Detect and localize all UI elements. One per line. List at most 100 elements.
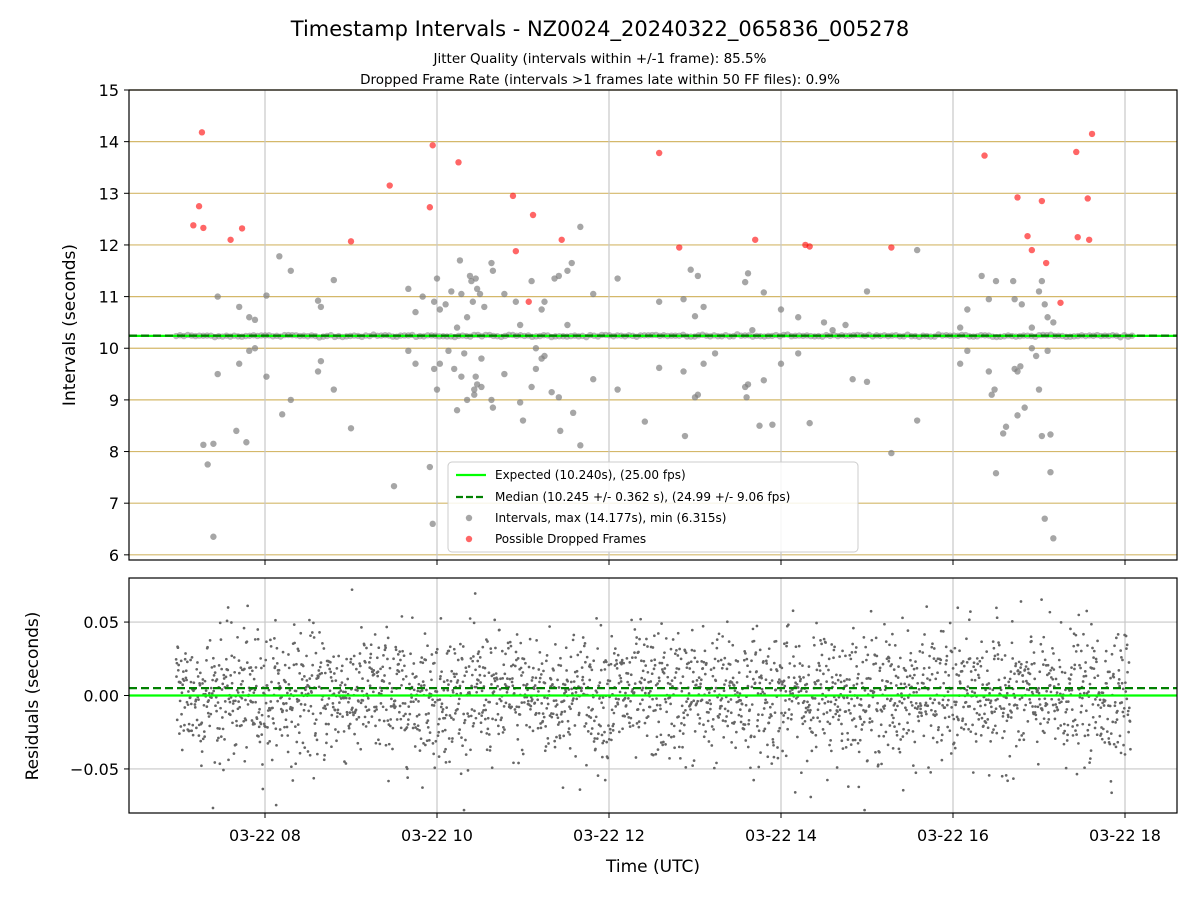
residual-point bbox=[430, 678, 433, 682]
residual-point bbox=[428, 731, 432, 735]
dropped-frame-point bbox=[455, 159, 462, 166]
residual-point bbox=[749, 766, 752, 770]
residual-point bbox=[771, 702, 774, 706]
residual-point bbox=[792, 676, 796, 680]
interval-point bbox=[1035, 288, 1043, 295]
residual-point bbox=[791, 692, 795, 695]
interval-point bbox=[614, 386, 621, 393]
residual-point bbox=[958, 649, 961, 653]
residual-point bbox=[359, 701, 363, 705]
interval-point bbox=[1011, 295, 1018, 303]
residual-point bbox=[763, 727, 767, 731]
residual-point bbox=[614, 705, 618, 708]
residual-point bbox=[305, 654, 308, 658]
residual-point bbox=[374, 724, 377, 728]
residual-point bbox=[900, 692, 903, 695]
residual-point bbox=[444, 761, 448, 764]
top-ytick-label: 11 bbox=[99, 288, 119, 307]
residual-point bbox=[962, 705, 965, 709]
legend-entry: Median (10.245 +/- 0.362 s), (24.99 +/- … bbox=[495, 490, 790, 504]
residual-point bbox=[337, 691, 341, 694]
residual-point bbox=[472, 722, 476, 725]
residual-point bbox=[474, 668, 477, 672]
residual-point bbox=[913, 673, 916, 677]
residual-point bbox=[377, 691, 381, 695]
interval-point bbox=[251, 316, 259, 324]
residual-point bbox=[623, 696, 627, 700]
residual-point bbox=[878, 666, 882, 670]
residual-point bbox=[802, 699, 806, 703]
residual-point bbox=[348, 696, 351, 700]
residual-point bbox=[1057, 682, 1060, 686]
residual-point bbox=[859, 697, 863, 701]
residual-point bbox=[483, 674, 486, 678]
residual-point bbox=[966, 692, 969, 695]
residual-point bbox=[913, 706, 917, 710]
residual-point bbox=[662, 671, 666, 675]
residual-point bbox=[828, 709, 832, 712]
residual-point bbox=[571, 692, 574, 695]
residual-point bbox=[813, 643, 816, 647]
interval-point bbox=[555, 394, 563, 401]
residual-point bbox=[267, 714, 270, 718]
residual-point bbox=[598, 697, 601, 700]
residual-point bbox=[775, 669, 779, 673]
residual-point bbox=[600, 701, 603, 705]
residual-point bbox=[724, 719, 727, 723]
residual-point bbox=[796, 686, 800, 689]
residual-point bbox=[743, 723, 747, 726]
residual-point bbox=[756, 719, 760, 722]
residual-point bbox=[993, 724, 997, 728]
residual-point bbox=[440, 710, 444, 714]
residual-point bbox=[359, 747, 363, 751]
residual-point bbox=[684, 708, 687, 712]
residual-point bbox=[396, 653, 400, 656]
residual-point bbox=[385, 625, 389, 629]
bottom-ytick-label: 0.05 bbox=[83, 613, 119, 632]
residual-point bbox=[816, 679, 820, 682]
residual-point bbox=[719, 658, 723, 662]
dropped-frame-point bbox=[429, 142, 436, 149]
residual-point bbox=[453, 712, 457, 715]
residual-point bbox=[780, 682, 784, 686]
residual-point bbox=[531, 676, 534, 679]
residual-point bbox=[374, 741, 378, 745]
residual-point bbox=[1117, 668, 1121, 672]
residual-point bbox=[218, 762, 222, 766]
residual-point bbox=[239, 683, 243, 686]
residual-point bbox=[380, 689, 384, 693]
residual-point bbox=[822, 712, 826, 716]
residual-point bbox=[196, 675, 200, 678]
residual-point bbox=[1117, 682, 1120, 685]
residual-point bbox=[175, 661, 179, 665]
interval-point bbox=[1028, 324, 1036, 331]
residual-point bbox=[936, 728, 940, 732]
residual-point bbox=[640, 688, 644, 692]
interval-point bbox=[279, 411, 286, 418]
residual-point bbox=[295, 740, 299, 744]
residual-point bbox=[381, 705, 385, 709]
residual-point bbox=[706, 701, 710, 705]
residual-point bbox=[962, 664, 966, 668]
residual-point bbox=[372, 669, 376, 672]
dropped-frame-point bbox=[529, 211, 537, 219]
residual-point bbox=[820, 653, 824, 657]
residual-point bbox=[495, 677, 499, 681]
residual-point bbox=[717, 632, 721, 636]
residual-point bbox=[1027, 683, 1031, 686]
residual-point bbox=[904, 669, 908, 672]
residual-point bbox=[189, 680, 193, 684]
residual-point bbox=[192, 681, 196, 685]
residual-point bbox=[546, 696, 549, 700]
residual-point bbox=[498, 697, 502, 701]
residual-point bbox=[378, 742, 382, 746]
residual-point bbox=[736, 691, 739, 694]
residual-point bbox=[661, 743, 665, 747]
residual-point bbox=[675, 649, 678, 652]
residual-point bbox=[531, 729, 535, 733]
residual-point bbox=[1079, 666, 1082, 670]
residual-point bbox=[347, 724, 351, 728]
residual-point bbox=[1006, 715, 1010, 719]
residual-point bbox=[427, 696, 431, 699]
residual-point bbox=[699, 678, 703, 682]
